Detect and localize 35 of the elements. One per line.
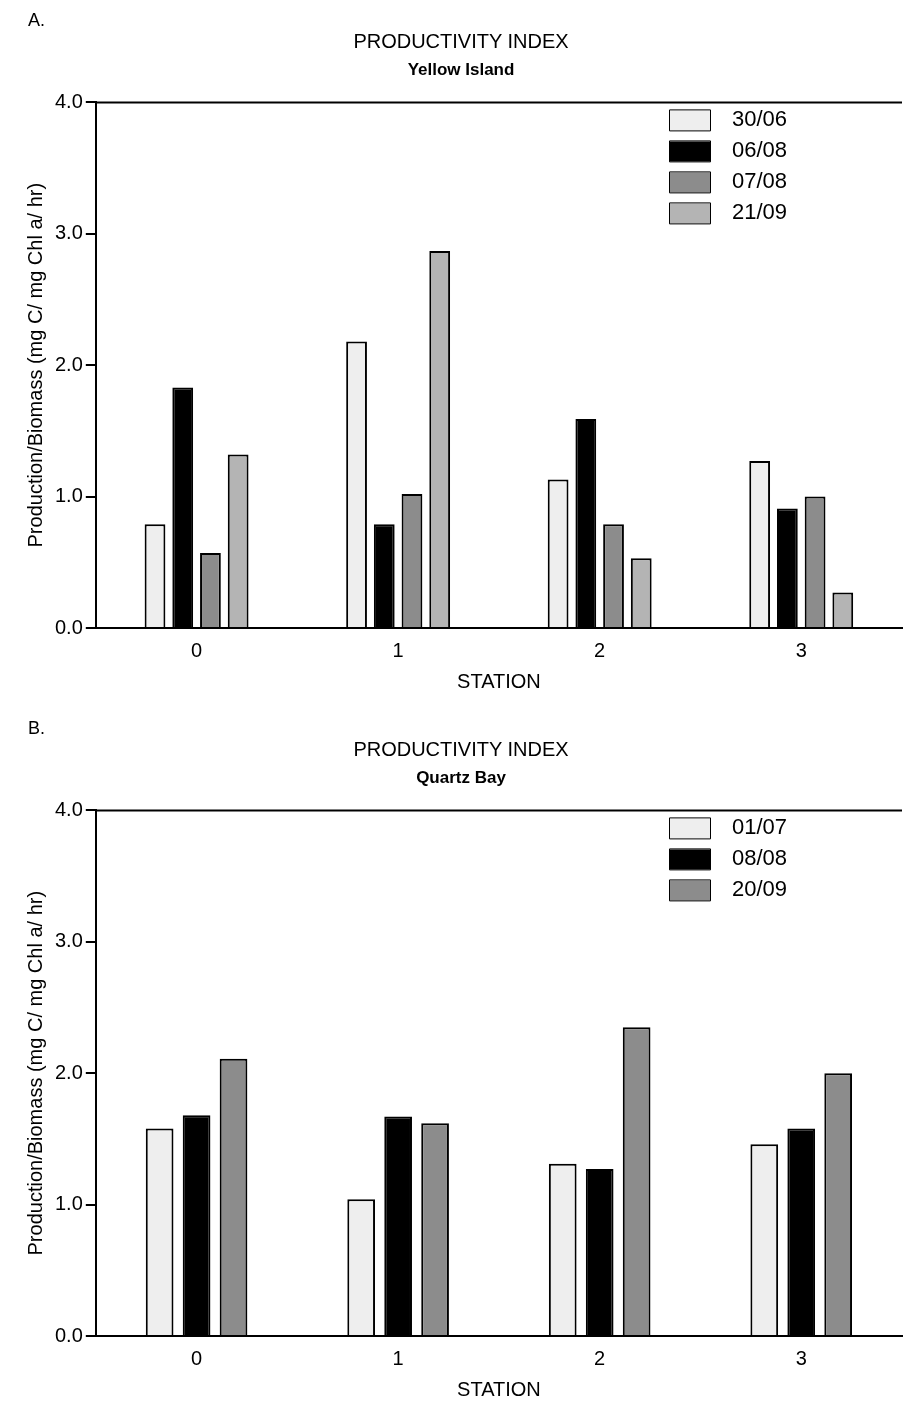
text: A. bbox=[28, 10, 46, 31]
x-tick-label: 0 bbox=[191, 638, 203, 661]
legend-label: 08/08 bbox=[732, 845, 788, 871]
y-tick-label: 1.0 bbox=[54, 484, 83, 507]
chart-title: PRODUCTIVITY INDEX bbox=[353, 29, 569, 52]
x-tick-label: 3 bbox=[795, 1346, 807, 1369]
y-tick-label: 4.0 bbox=[54, 797, 83, 820]
y-tick-label: 2.0 bbox=[54, 1060, 83, 1083]
chart-subtitle: Quartz Bay bbox=[416, 767, 507, 787]
legend-label: 21/09 bbox=[732, 199, 788, 225]
chart-subtitle: Yellow Island bbox=[407, 59, 515, 79]
legend-label: 30/06 bbox=[732, 106, 788, 132]
x-tick-label: 0 bbox=[191, 1346, 203, 1369]
y-tick-label: 2.0 bbox=[54, 352, 83, 375]
y-axis-title: Production/Biomass (mg C/ mg Chl a/ hr) bbox=[23, 890, 46, 1256]
text: B. bbox=[28, 718, 46, 739]
y-axis-title: Production/Biomass (mg C/ mg Chl a/ hr) bbox=[23, 182, 46, 548]
legend-label: 06/08 bbox=[732, 137, 788, 163]
legend-label: 07/08 bbox=[732, 168, 788, 194]
legend-label: 20/09 bbox=[732, 876, 788, 902]
y-tick-label: 0.0 bbox=[54, 615, 83, 638]
y-tick-label: 4.0 bbox=[54, 89, 83, 112]
y-tick-label: 1.0 bbox=[54, 1192, 83, 1215]
x-axis-title: STATION bbox=[457, 1377, 541, 1400]
x-axis-title: STATION bbox=[457, 669, 541, 692]
x-tick-label: 2 bbox=[594, 1346, 606, 1369]
legend-label: 01/07 bbox=[732, 814, 788, 840]
x-tick-label: 2 bbox=[594, 638, 606, 661]
x-tick-label: 3 bbox=[795, 638, 807, 661]
x-tick-label: 1 bbox=[392, 1346, 404, 1369]
y-tick-label: 0.0 bbox=[54, 1323, 83, 1346]
y-tick-label: 3.0 bbox=[54, 929, 83, 952]
y-tick-label: 3.0 bbox=[54, 221, 83, 244]
chart-title: PRODUCTIVITY INDEX bbox=[353, 737, 569, 760]
x-tick-label: 1 bbox=[392, 638, 404, 661]
